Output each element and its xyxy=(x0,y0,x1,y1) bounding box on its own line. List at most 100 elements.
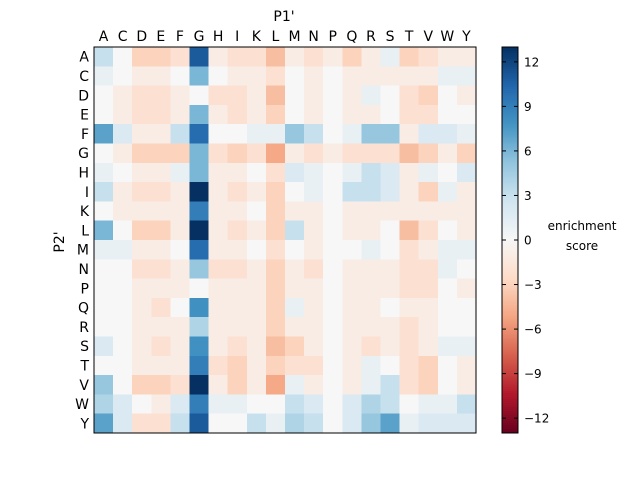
colorbar-tick-label: 6 xyxy=(524,144,532,158)
heatmap-cell-N-C xyxy=(113,259,133,280)
heatmap-cell-P-H xyxy=(208,278,229,299)
heatmap-cell-Y-Y xyxy=(456,413,477,434)
heatmap-cell-L-M xyxy=(285,220,305,241)
colorbar-tick-label: 9 xyxy=(524,100,532,114)
colorbar-segment xyxy=(502,337,518,341)
colorbar-segment xyxy=(502,78,518,82)
colorbar-segment xyxy=(502,377,518,380)
y-tick-label-R: R xyxy=(79,320,89,336)
heatmap-cell-S-C xyxy=(113,336,133,357)
heatmap-cell-C-F xyxy=(170,66,191,87)
colorbar-segment xyxy=(502,351,518,355)
colorbar-segment xyxy=(502,311,518,315)
colorbar-segment xyxy=(502,423,518,426)
heatmap-cell-V-I xyxy=(227,375,248,395)
colorbar-segment xyxy=(502,224,518,227)
x-tick-label-F: F xyxy=(176,29,184,45)
x-tick-label-K: K xyxy=(252,29,262,45)
colorbar-segment xyxy=(502,96,518,100)
colorbar-segment xyxy=(502,50,518,54)
colorbar-segment xyxy=(502,122,518,126)
colorbar-segment xyxy=(502,273,518,277)
heatmap-cell-E-Q xyxy=(342,104,362,125)
x-tick-label-M: M xyxy=(289,29,301,45)
heatmap-cell-S-I xyxy=(227,336,248,357)
heatmap-cell-C-W xyxy=(437,66,458,87)
colorbar-segment xyxy=(502,168,518,171)
heatmap-cell-G-L xyxy=(265,143,286,164)
colorbar-segment xyxy=(502,88,518,92)
heatmap-cell-C-Y xyxy=(456,66,477,87)
colorbar-segment xyxy=(502,315,518,319)
heatmap-cell-F-Q xyxy=(342,124,362,145)
colorbar-segment xyxy=(502,247,518,251)
heatmap-cell-F-S xyxy=(380,124,401,145)
heatmap-cell-C-P xyxy=(323,66,343,87)
heatmap-cell-S-F xyxy=(170,336,191,357)
heatmap-cell-I-D xyxy=(132,182,152,202)
colorbar-segment xyxy=(502,429,518,432)
heatmap-cell-I-S xyxy=(380,182,401,202)
heatmap-cell-F-F xyxy=(170,124,191,145)
heatmap-cell-Q-H xyxy=(208,297,229,318)
colorbar-segment xyxy=(502,395,518,398)
heatmap-cell-M-H xyxy=(208,240,229,260)
colorbar-segment xyxy=(502,285,518,289)
y-tick-label-P: P xyxy=(81,281,89,297)
colorbar-segment xyxy=(502,411,518,414)
heatmap-cell-W-V xyxy=(418,394,439,415)
heatmap-cell-W-I xyxy=(227,394,248,415)
heatmap-cell-F-N xyxy=(304,124,324,145)
heatmap-cell-N-M xyxy=(285,259,305,280)
colorbar-segment xyxy=(502,295,518,299)
heatmap-cell-Q-S xyxy=(380,297,401,318)
colorbar-segment xyxy=(502,72,518,76)
heatmap-cell-T-R xyxy=(361,355,382,376)
colorbar-segment xyxy=(502,335,518,339)
heatmap-cell-V-L xyxy=(265,375,286,395)
heatmap-cell-Q-V xyxy=(418,297,439,318)
heatmap-cell-Y-V xyxy=(418,413,439,434)
colorbar-segment xyxy=(502,293,518,297)
heatmap-cell-T-P xyxy=(323,355,343,376)
colorbar-segment xyxy=(502,249,518,253)
y-tick-label-K: K xyxy=(80,204,90,220)
heatmap-cell-W-R xyxy=(361,394,382,415)
colorbar-segment xyxy=(502,371,518,374)
heatmap-cell-Y-I xyxy=(227,413,248,434)
heatmap-cell-M-N xyxy=(304,240,324,260)
heatmap-cell-D-I xyxy=(227,85,248,106)
heatmap-cell-E-R xyxy=(361,104,382,125)
y-tick-label-F: F xyxy=(81,127,89,143)
heatmap-cell-R-M xyxy=(285,317,305,338)
heatmap-cell-C-A xyxy=(94,66,114,87)
heatmap-cell-D-K xyxy=(246,85,267,106)
heatmap-cell-H-M xyxy=(285,162,305,183)
heatmap-cell-K-M xyxy=(285,201,305,222)
heatmap-cell-D-R xyxy=(361,85,382,106)
heatmap-cell-Q-P xyxy=(323,297,343,318)
heatmap-cell-M-I xyxy=(227,240,248,260)
colorbar-segment xyxy=(502,106,518,110)
colorbar-segment xyxy=(502,116,518,120)
heatmap-cell-P-G xyxy=(189,278,210,299)
heatmap-cell-Y-Q xyxy=(342,413,362,434)
heatmap-cell-Q-T xyxy=(399,297,420,318)
heatmap-cell-Q-R xyxy=(361,297,382,318)
colorbar-segment xyxy=(502,212,518,215)
colorbar-tick-label: 3 xyxy=(524,189,532,203)
heatmap-cell-C-T xyxy=(399,66,420,87)
heatmap-cell-E-M xyxy=(285,104,305,125)
colorbar-segment xyxy=(502,379,518,382)
heatmap-cell-K-W xyxy=(437,201,458,222)
heatmap-cell-A-I xyxy=(227,47,248,67)
y-tick-label-E: E xyxy=(80,108,89,124)
heatmap-cell-W-S xyxy=(380,394,401,415)
colorbar-segment xyxy=(502,261,518,265)
colorbar-segment xyxy=(502,325,518,329)
colorbar-tick-label: 12 xyxy=(524,55,539,69)
heatmap-cell-V-K xyxy=(246,375,267,395)
colorbar-segment xyxy=(502,253,518,257)
colorbar-segment xyxy=(502,327,518,331)
heatmap-cell-R-E xyxy=(151,317,171,338)
